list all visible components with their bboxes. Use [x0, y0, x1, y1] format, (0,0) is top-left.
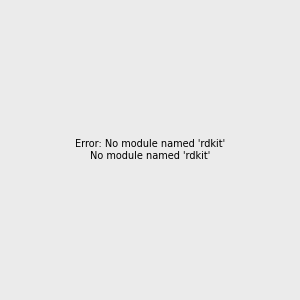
Text: Error: No module named 'rdkit'
No module named 'rdkit': Error: No module named 'rdkit' No module… — [75, 139, 225, 161]
